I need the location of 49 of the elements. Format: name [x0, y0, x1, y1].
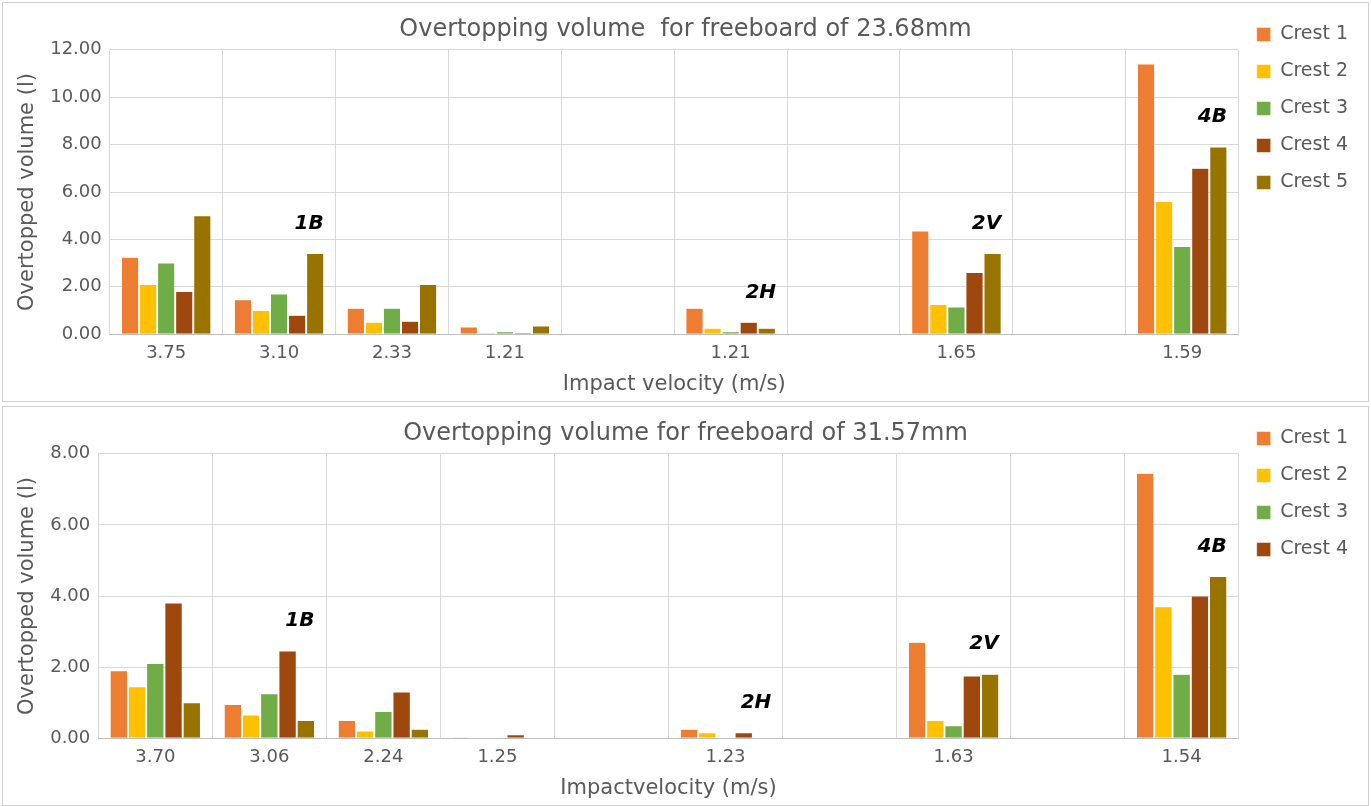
legend-label: Crest 1	[1280, 21, 1348, 44]
x-tick-label: 2.24	[363, 744, 404, 766]
x-tick-label: 3.10	[259, 340, 300, 362]
annotation: 2V	[971, 209, 1003, 234]
x-axis-title: Impactvelocity (m/s)	[560, 774, 777, 799]
x-tick-label: 1.65	[936, 340, 977, 362]
y-tick-label: 2.00	[61, 274, 102, 296]
legend-label: Crest 4	[1280, 536, 1348, 559]
legend-label: Crest 3	[1280, 499, 1348, 522]
y-tick-label: 2.00	[50, 654, 91, 676]
x-tick-label: 1.59	[1162, 340, 1203, 362]
y-tick-label: 0.00	[50, 725, 91, 747]
x-tick-label: 1.21	[484, 340, 525, 362]
y-tick-label: 0.00	[61, 321, 102, 343]
y-tick-label: 8.00	[50, 441, 91, 463]
x-tick-label: 2.33	[371, 340, 413, 362]
chart-title: Overtopping volume for freeboard of 23.68mm	[399, 13, 972, 42]
y-tick-label: 8.00	[61, 132, 102, 154]
y-tick-label: 4.00	[50, 583, 91, 605]
y-tick-label: 6.00	[50, 512, 91, 534]
legend-label: Crest 3	[1280, 95, 1348, 118]
y-tick-label: 6.00	[61, 179, 102, 201]
y-tick-label: 12.00	[50, 37, 102, 59]
x-tick-label: 3.75	[146, 340, 187, 362]
annotation: 1B	[294, 209, 324, 234]
legend-label: Crest 2	[1280, 462, 1348, 485]
y-tick-label: 10.00	[50, 84, 102, 106]
chart-title: Overtopping volume for freeboard of 31.57mm	[403, 417, 968, 446]
x-axis-title: Impact velocity (m/s)	[562, 370, 786, 395]
x-tick-label: 1.63	[933, 744, 974, 766]
annotation: 2H	[745, 278, 777, 303]
x-tick-label: 3.06	[249, 744, 290, 766]
annotation: 2H	[740, 689, 772, 714]
x-tick-label: 1.21	[710, 340, 751, 362]
y-axis-title: Overtopped volume (l)	[14, 73, 39, 311]
annotation: 2V	[969, 630, 1001, 655]
y-tick-label: 4.00	[61, 227, 102, 249]
x-tick-label: 1.25	[477, 744, 518, 766]
legend-label: Crest 5	[1280, 169, 1348, 192]
x-tick-label: 1.23	[705, 744, 746, 766]
legend-label: Crest 2	[1280, 58, 1348, 81]
x-tick-label: 3.70	[135, 744, 176, 766]
annotation: 4B	[1196, 532, 1227, 557]
legend-label: Crest 4	[1280, 132, 1348, 155]
y-axis-title: Overtopped volume (l)	[14, 477, 39, 715]
legend-label: Crest 1	[1280, 425, 1348, 448]
annotation: 4B	[1196, 103, 1227, 128]
x-tick-label: 1.54	[1161, 744, 1202, 766]
annotation: 1B	[285, 607, 315, 632]
